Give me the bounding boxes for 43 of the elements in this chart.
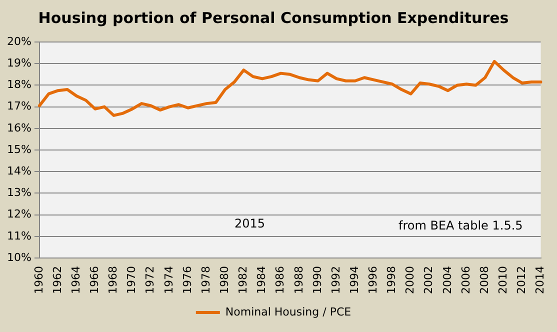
x-tick-label: 1966: [88, 266, 102, 294]
x-tick-label: 1998: [385, 266, 398, 294]
x-tick-label: 1988: [292, 266, 306, 294]
x-tick-label: 2004: [440, 266, 454, 294]
y-tick-label: 12%: [6, 208, 32, 221]
annotation: 2015: [234, 216, 265, 231]
x-tick-label: 1970: [125, 266, 138, 294]
y-tick-label: 16%: [6, 121, 32, 134]
x-tick-label: 1980: [218, 266, 231, 294]
x-tick-label: 1972: [144, 266, 157, 294]
y-tick-label: 20%: [6, 34, 32, 48]
x-tick-label: 1974: [162, 266, 176, 294]
y-tick-label: 18%: [6, 78, 32, 92]
chart-title: Housing portion of Personal Consumption Expenditures: [38, 8, 509, 27]
annotation: from BEA table 1.5.5: [398, 218, 523, 233]
x-tick-label: 1992: [329, 266, 342, 294]
x-tick-label: 1990: [310, 266, 324, 294]
x-tick-label: 1982: [236, 266, 250, 294]
x-tick-label: 1976: [180, 266, 194, 294]
x-tick-label: 2006: [459, 266, 472, 294]
x-tick-label: 1984: [255, 266, 268, 294]
x-tick-label: 1968: [106, 266, 120, 294]
y-tick-label: 17%: [6, 100, 32, 113]
y-tick-label: 13%: [6, 186, 32, 200]
y-tick-label: 10%: [6, 250, 32, 264]
x-tick-label: 1964: [69, 266, 82, 294]
x-tick-label: 1960: [32, 266, 46, 294]
y-tick-label: 11%: [6, 229, 32, 242]
legend-label: Nominal Housing / PCE: [225, 305, 352, 318]
x-tick-label: 2014: [534, 266, 547, 294]
x-tick-label: 1978: [199, 266, 212, 294]
x-tick-label: 1962: [50, 266, 64, 294]
x-tick-label: 2008: [478, 266, 491, 294]
x-tick-label: 1994: [348, 266, 361, 294]
x-tick-label: 2000: [404, 266, 417, 294]
x-tick-label: 2012: [515, 266, 528, 294]
y-tick-label: 19%: [6, 56, 32, 70]
x-tick-label: 2002: [422, 266, 436, 294]
x-tick-label: 1996: [366, 266, 380, 294]
y-tick-label: 14%: [6, 164, 32, 178]
y-tick-label: 15%: [6, 142, 32, 156]
x-tick-label: 2010: [496, 266, 510, 294]
x-tick-label: 1986: [274, 266, 287, 294]
